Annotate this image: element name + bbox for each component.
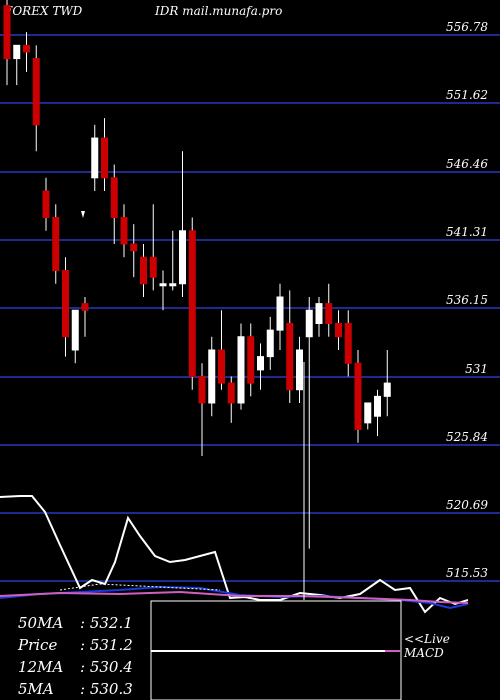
y-tick-label: 556.78: [446, 20, 488, 34]
candle-body: [364, 402, 372, 424]
candle-body: [149, 256, 157, 278]
indicator-overlay: [0, 362, 469, 614]
y-axis-labels: 556.78 551.62 546.46 541.31 536.15 531 525.84 5…: [446, 20, 488, 580]
candle-body: [315, 303, 323, 324]
macd-label: MACD: [404, 646, 444, 660]
ma5-row: 5MA: 530.3: [18, 680, 133, 698]
live-indicator: <<Live MACD: [404, 632, 450, 660]
candle-body: [23, 44, 30, 53]
candle-body: [52, 217, 60, 272]
candle-body: [227, 382, 235, 404]
ma-line-pink: [0, 590, 469, 604]
pair-label: IDR mail.munafa.pro: [155, 4, 282, 18]
grid: [0, 34, 500, 582]
candle-body: [159, 283, 167, 287]
candle-body: [247, 336, 255, 384]
symbol-label: FOREX TWD: [4, 4, 83, 18]
price-value: 531.2: [89, 636, 133, 654]
price-row: Price: 531.2: [18, 636, 133, 654]
ma12-value: 530.4: [89, 658, 133, 676]
ma50-label: 50MA: [18, 614, 64, 632]
candle-body: [383, 382, 391, 397]
candle-body: [208, 349, 216, 404]
candle-body: [81, 303, 89, 311]
pair-code: IDR: [155, 4, 179, 18]
candle-body: [13, 44, 21, 60]
candle-body: [71, 309, 79, 351]
candle-body: [3, 5, 11, 60]
price-line: [0, 495, 469, 614]
ma12-row: 12MA: 530.4: [18, 658, 133, 676]
candle-body: [325, 303, 333, 324]
candle-body: [140, 256, 147, 285]
candle-body: [266, 329, 274, 358]
candle-body: [286, 322, 294, 391]
indicator-panel: 50MA: 532.1 Price: 531.2 12MA: 530.4 5MA…: [18, 612, 133, 700]
ma5-label: 5MA: [18, 680, 54, 698]
ma-line-dotted: [59, 583, 221, 591]
candle-body: [257, 356, 264, 371]
y-tick-label: 531: [465, 362, 488, 376]
price-label: Price: [18, 636, 58, 654]
site-label: mail.munafa.pro: [182, 4, 283, 18]
candle-body: [354, 362, 362, 430]
candle-body: [335, 322, 342, 338]
y-tick-label: 541.31: [446, 225, 488, 239]
candle-body: [198, 375, 206, 404]
candle-body: [91, 137, 99, 179]
candle-body: [218, 349, 225, 384]
candle-body: [42, 190, 50, 219]
candle-body: [169, 283, 177, 287]
y-tick-label: 525.84: [446, 430, 488, 444]
arrow-marker: [81, 211, 85, 218]
candle-body: [101, 137, 108, 179]
candle-body: [237, 336, 245, 404]
candle-body: [344, 322, 352, 364]
ma50-row: 50MA: 532.1: [18, 614, 133, 632]
y-tick-label: 536.15: [446, 293, 488, 307]
ma50-value: 532.1: [89, 614, 133, 632]
y-tick-label: 546.46: [446, 157, 488, 171]
ma5-value: 530.3: [89, 680, 133, 698]
candle-body: [62, 270, 69, 338]
candles: [3, 0, 391, 549]
candle-body: [110, 177, 118, 219]
candle-body: [374, 395, 381, 417]
ma12-label: 12MA: [18, 658, 64, 676]
y-tick-label: 520.69: [446, 498, 488, 512]
candle-body: [305, 309, 313, 338]
y-tick-label: 551.62: [446, 88, 488, 102]
candle-body: [179, 230, 186, 285]
candle-body: [188, 230, 196, 377]
candle-body: [296, 349, 303, 391]
y-tick-label: 515.53: [446, 566, 488, 580]
live-label: <<Live: [404, 632, 450, 646]
candle-body: [32, 58, 40, 126]
candle-body: [276, 296, 284, 331]
candle-body: [130, 243, 138, 252]
candle-body: [120, 217, 128, 245]
